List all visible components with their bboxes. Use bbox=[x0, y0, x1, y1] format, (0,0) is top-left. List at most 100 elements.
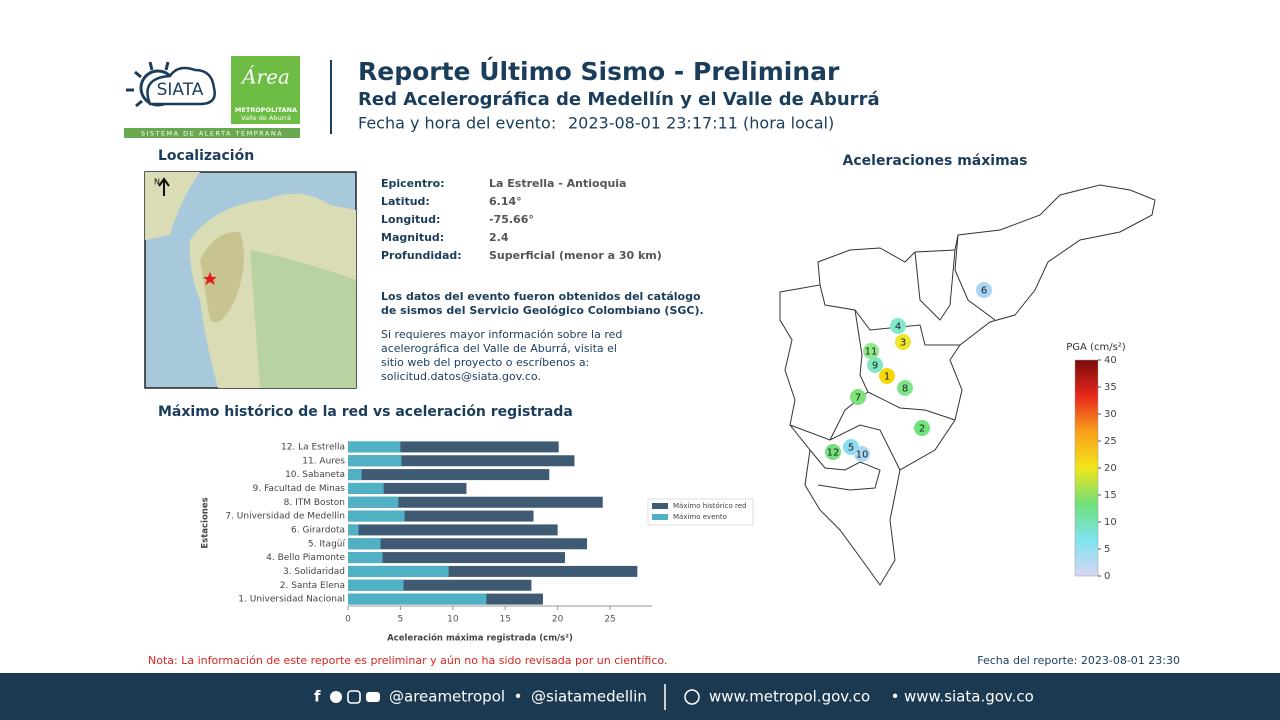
station-marker bbox=[863, 343, 879, 359]
bar bbox=[348, 441, 401, 453]
colorbar-tick-label: 30 bbox=[1104, 409, 1117, 420]
station-label: 1 bbox=[884, 372, 890, 383]
detail-label: Latitud: bbox=[381, 195, 430, 208]
legend-label: Máximo histórico red bbox=[673, 502, 746, 510]
bar bbox=[348, 524, 359, 536]
source-note: de sismos del Servicio Geológico Colombi… bbox=[381, 304, 704, 317]
y-axis-label: Estaciones bbox=[201, 497, 211, 548]
bar bbox=[348, 496, 399, 508]
info-note: acelerográfica del Valle de Aburrá, visi… bbox=[381, 342, 617, 355]
bar-chart: 0 5 10 15 20 25 Aceleración máxima registrada … bbox=[201, 441, 754, 644]
station-label: 2 bbox=[919, 424, 925, 435]
event-notes: Los datos del evento fueron obtenidos de… bbox=[381, 290, 704, 383]
y-tick-label: 7. Universidad de Medellín bbox=[225, 512, 345, 522]
bar bbox=[348, 441, 559, 453]
x-tick-label: 0 bbox=[345, 615, 351, 625]
event-label: Fecha y hora del evento: bbox=[358, 114, 556, 133]
detail-label: Epicentro: bbox=[381, 177, 445, 190]
detail-value: 6.14° bbox=[489, 195, 522, 208]
detail-value: -75.66° bbox=[489, 213, 534, 226]
bar bbox=[348, 469, 362, 481]
subtitle: Red Acelerográfica de Medellín y el Vall… bbox=[358, 89, 880, 110]
station-marker bbox=[914, 420, 930, 436]
x-tick-label: 20 bbox=[552, 615, 564, 625]
location-title: Localización bbox=[158, 148, 254, 164]
detail-value: 2.4 bbox=[489, 231, 509, 244]
station-label: 5 bbox=[848, 443, 854, 454]
siata-logo: SIATA SISTEMA DE ALERTA TEMPRANA bbox=[124, 61, 300, 138]
y-tick-label: 4. Bello Piamonte bbox=[266, 553, 345, 563]
x-tick-label: 15 bbox=[500, 615, 511, 625]
y-tick-label: 8. ITM Boston bbox=[284, 498, 345, 508]
legend-swatch bbox=[652, 503, 668, 509]
bar bbox=[348, 579, 404, 591]
station-marker bbox=[850, 389, 866, 405]
colorbar-tick-label: 0 bbox=[1104, 571, 1110, 582]
x-axis-label: Aceleración máxima registrada (cm/s²) bbox=[387, 633, 573, 644]
bar bbox=[348, 538, 588, 550]
info-note: solicitud.datos@siata.gov.co. bbox=[381, 370, 541, 383]
area-logo: Área METROPOLITANA Valle de Aburrá bbox=[231, 56, 300, 124]
station-label: 3 bbox=[900, 338, 906, 349]
bar bbox=[348, 552, 383, 564]
y-tick-label: 1. Universidad Nacional bbox=[238, 595, 345, 605]
bar bbox=[348, 565, 449, 577]
y-tick-label: 5. Itagüí bbox=[308, 539, 346, 549]
siata-tagline: SISTEMA DE ALERTA TEMPRANA bbox=[141, 130, 283, 138]
area-region: Valle de Aburrá bbox=[241, 114, 291, 122]
station-label: 7 bbox=[855, 393, 861, 404]
bar bbox=[348, 496, 603, 508]
station-label: 8 bbox=[902, 384, 908, 395]
info-note: Si requieres mayor información sobre la … bbox=[381, 328, 622, 341]
y-tick-label: 9. Facultad de Minas bbox=[253, 484, 346, 494]
y-tick-label: 2. Santa Elena bbox=[280, 581, 345, 591]
x-tick-label: 10 bbox=[447, 615, 459, 625]
y-tick-label: 10. Sabaneta bbox=[285, 470, 345, 480]
y-tick-label: 6. Girardota bbox=[291, 525, 345, 535]
colorbar-tick-label: 35 bbox=[1104, 382, 1117, 393]
colorbar-ticks: 0 5 10 15 20 25 30 35 40 bbox=[1098, 355, 1117, 582]
colorbar-tick-label: 10 bbox=[1104, 517, 1117, 528]
colorbar bbox=[1074, 359, 1099, 577]
disclaimer: Nota: La información de este reporte es … bbox=[148, 654, 667, 667]
x-tick-label: 25 bbox=[604, 615, 615, 625]
location-map: N bbox=[144, 171, 357, 389]
map-title: Aceleraciones máximas bbox=[843, 153, 1028, 169]
station-marker bbox=[895, 334, 911, 350]
legend-swatch bbox=[652, 514, 668, 520]
area-wordmark: Área bbox=[240, 65, 290, 89]
detail-value: La Estrella - Antioquia bbox=[489, 177, 626, 190]
website: www.metropol.gov.co bbox=[709, 688, 870, 706]
bar bbox=[348, 455, 575, 467]
station-marker bbox=[879, 368, 895, 384]
north-label: N bbox=[154, 178, 160, 187]
bar bbox=[348, 579, 532, 591]
colorbar-tick-label: 25 bbox=[1104, 436, 1117, 447]
siata-wordmark: SIATA bbox=[157, 80, 204, 100]
y-tick-label: 12. La Estrella bbox=[281, 442, 345, 452]
chart-title: Máximo histórico de la red vs aceleració… bbox=[158, 404, 573, 420]
region-map bbox=[779, 184, 1156, 586]
station-label: 6 bbox=[981, 286, 987, 297]
bar bbox=[348, 469, 550, 481]
bar bbox=[348, 482, 467, 494]
legend: Máximo histórico red Máximo evento bbox=[647, 498, 754, 526]
separator: • bbox=[514, 688, 523, 706]
detail-label: Magnitud: bbox=[381, 231, 444, 244]
bar bbox=[348, 565, 638, 577]
bar bbox=[348, 538, 381, 550]
legend-label: Máximo evento bbox=[673, 513, 727, 521]
station-marker bbox=[890, 318, 906, 334]
event-details: Epicentro: La Estrella - Antioquia Latitud… bbox=[381, 177, 662, 262]
social-icons: f bbox=[314, 688, 380, 706]
station-marker bbox=[867, 357, 883, 373]
colorbar-tick-label: 15 bbox=[1104, 490, 1117, 501]
title: Reporte Último Sismo - Preliminar bbox=[358, 56, 840, 86]
bar bbox=[348, 552, 565, 564]
station-label: 4 bbox=[895, 322, 901, 333]
station-label: 12 bbox=[827, 448, 840, 459]
y-tick-label: 3. Solidaridad bbox=[283, 567, 345, 577]
social-handle: @areametropol bbox=[389, 688, 505, 706]
